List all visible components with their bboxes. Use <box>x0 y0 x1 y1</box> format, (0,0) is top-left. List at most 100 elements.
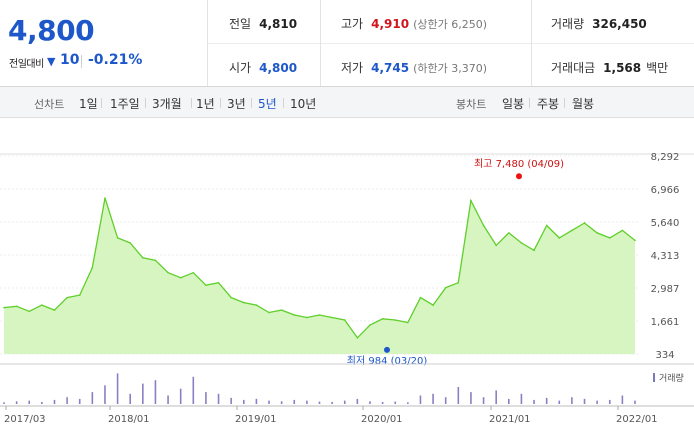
volume-bar <box>230 397 232 404</box>
data-point <box>432 304 434 306</box>
data-point <box>167 271 169 274</box>
data-point <box>482 224 485 227</box>
y-axis-labels: 8,292 6,966 5,640 4,313 2,987 1,661 334 <box>651 152 680 361</box>
prev-close-value: 4,810 <box>259 17 298 31</box>
y-tick-label: 5,640 <box>651 218 680 229</box>
data-point <box>356 337 359 339</box>
low-value: 4,745 <box>371 61 410 75</box>
x-tick-label: 2018/01 <box>108 414 150 425</box>
data-point <box>318 314 321 316</box>
amount-value: 1,568 <box>603 61 642 75</box>
data-point <box>407 321 409 324</box>
data-point <box>381 317 384 320</box>
period-1d[interactable]: 1일 <box>79 97 98 111</box>
volume-bar <box>142 383 144 404</box>
data-point <box>66 296 68 299</box>
volume-bar <box>28 400 31 404</box>
candle-weekly[interactable]: 주봉 <box>537 97 560 111</box>
data-point <box>116 237 119 239</box>
candle-daily[interactable]: 일봉 <box>502 97 525 111</box>
y-tick-label: 8,292 <box>651 152 680 163</box>
volume-bar <box>520 393 523 404</box>
period-divider <box>251 98 252 108</box>
data-point <box>78 294 81 296</box>
x-tick-label: 2021/01 <box>489 414 531 425</box>
upper-limit: (상한가 6,250) <box>413 18 487 31</box>
x-tick-label: 2017/03 <box>4 414 46 425</box>
volume-bar <box>482 397 485 404</box>
period-1w[interactable]: 1주일 <box>110 97 140 111</box>
data-point <box>142 257 144 259</box>
change-divider <box>81 55 82 68</box>
volume-bar <box>217 393 220 404</box>
data-point <box>369 324 371 326</box>
data-point <box>217 281 220 284</box>
x-tick-label: 2020/01 <box>361 414 403 425</box>
volume-bar <box>419 395 422 404</box>
data-point <box>129 242 131 244</box>
line-chart-label: 선차트 <box>34 98 65 111</box>
open-cell: 시가 4,800 <box>229 59 297 76</box>
change-percent: -0.21% <box>88 52 143 68</box>
amount-unit: 백만 <box>646 61 669 75</box>
amount-label: 거래대금 <box>551 61 596 75</box>
volume-bar <box>293 399 296 404</box>
change-label: 전일대비 <box>9 59 44 70</box>
x-axis-labels: 2017/03 2018/01 2019/01 2020/01 2021/01 2022/… <box>4 406 658 425</box>
volume-bar <box>558 400 561 404</box>
data-point <box>470 199 472 202</box>
volume-bar <box>583 398 586 404</box>
period-divider <box>220 98 221 108</box>
volume-bar <box>571 397 573 404</box>
candle-chart-label: 봉차트 <box>456 98 487 111</box>
period-5y[interactable]: 5년 <box>258 97 277 111</box>
data-point <box>306 316 308 319</box>
volume-cell: 거래량 326,450 <box>551 15 647 32</box>
data-point <box>444 286 447 289</box>
data-point <box>457 281 460 284</box>
period-divider <box>564 98 565 108</box>
candle-monthly[interactable]: 월봉 <box>572 97 595 111</box>
volume-bar <box>495 390 497 404</box>
data-point <box>394 319 397 321</box>
prev-close-label: 전일 <box>229 17 252 31</box>
quote-summary: 4,800 전일대비 ▼ 10 -0.21% 전일 4,810 시가 4,800 고… <box>0 0 694 87</box>
data-point <box>634 239 636 242</box>
volume-bar <box>470 392 472 404</box>
volume-bar <box>331 401 333 404</box>
high-cell: 고가 4,910 (상한가 6,250) <box>341 15 487 32</box>
volume-legend-icon <box>653 373 655 382</box>
data-point <box>205 284 207 286</box>
open-label: 시가 <box>229 61 252 75</box>
data-point <box>495 244 497 247</box>
row-divider <box>208 43 694 44</box>
data-point <box>53 309 56 311</box>
volume-bars <box>3 373 636 404</box>
high-annotation: 최고 7,480 (04/09) <box>474 158 564 170</box>
data-point <box>230 296 232 299</box>
data-point <box>28 310 31 313</box>
period-divider <box>283 98 284 108</box>
price-box: 4,800 전일대비 ▼ 10 -0.21% <box>0 0 208 86</box>
volume-bar <box>205 392 207 404</box>
data-point <box>558 237 561 239</box>
open-value: 4,800 <box>259 61 298 75</box>
change-value: 10 <box>60 52 80 68</box>
period-3y[interactable]: 3년 <box>227 97 246 111</box>
period-10y[interactable]: 10년 <box>290 97 317 111</box>
low-marker <box>384 346 390 353</box>
data-point <box>596 232 598 234</box>
low-annotation: 최저 984 (03/20) <box>347 355 428 367</box>
volume-bar <box>53 399 56 404</box>
data-point <box>293 314 296 316</box>
data-point <box>255 304 258 306</box>
data-point <box>331 316 333 319</box>
volume-bar <box>318 401 321 404</box>
volume-legend-label: 거래량 <box>659 372 684 384</box>
period-1y[interactable]: 1년 <box>196 97 215 111</box>
period-3m[interactable]: 3개월 <box>152 97 182 111</box>
volume-bar <box>116 373 119 404</box>
volume-bar <box>192 376 195 404</box>
volume-bar <box>3 402 5 404</box>
volume-bar <box>129 393 131 404</box>
